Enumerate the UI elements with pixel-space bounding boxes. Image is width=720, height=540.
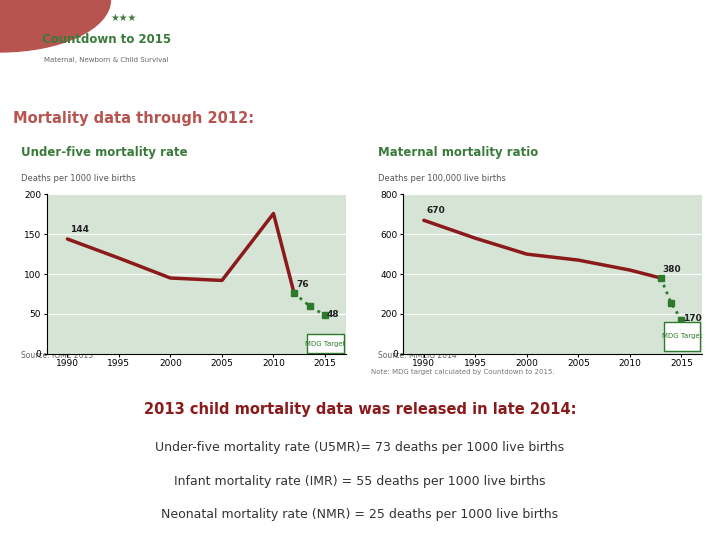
Text: 380: 380 (663, 265, 681, 274)
Text: Maternal mortality ratio: Maternal mortality ratio (378, 146, 538, 159)
FancyBboxPatch shape (307, 334, 343, 353)
Text: Under-five mortality rate: Under-five mortality rate (21, 146, 188, 159)
Text: Neonatal mortality rate (NMR) = 25 deaths per 1000 live births: Neonatal mortality rate (NMR) = 25 death… (161, 508, 559, 521)
Text: 170: 170 (683, 314, 702, 323)
Text: Mortality data through 2012:: Mortality data through 2012: (13, 111, 254, 126)
Text: Source: MMEIG 2014: Source: MMEIG 2014 (378, 351, 456, 360)
Text: ★★★: ★★★ (110, 13, 136, 23)
Text: 48: 48 (327, 310, 340, 319)
Text: 76: 76 (296, 280, 309, 289)
Wedge shape (0, 0, 110, 52)
Text: 670: 670 (427, 206, 446, 215)
Text: Source: IGME 2013: Source: IGME 2013 (21, 351, 94, 360)
FancyBboxPatch shape (664, 322, 700, 351)
Text: National progress towards: National progress towards (305, 28, 627, 48)
Text: Under-five mortality rate (U5MR)= 73 deaths per 1000 live births: Under-five mortality rate (U5MR)= 73 dea… (156, 441, 564, 454)
Text: Note: MDG target calculated by Countdown to 2015.: Note: MDG target calculated by Countdown… (371, 369, 554, 375)
Text: 144: 144 (71, 225, 89, 234)
Text: MDG Target: MDG Target (662, 333, 702, 339)
Text: 2013 child mortality data was released in late 2014:: 2013 child mortality data was released i… (144, 402, 576, 417)
Text: MDGs 4 & 5: MDGs 4 & 5 (396, 65, 536, 85)
Text: Countdown to 2015: Countdown to 2015 (42, 33, 171, 46)
Text: Deaths per 1000 live births: Deaths per 1000 live births (21, 174, 136, 183)
Text: Deaths per 100,000 live births: Deaths per 100,000 live births (378, 174, 505, 183)
Text: Maternal, Newborn & Child Survival: Maternal, Newborn & Child Survival (44, 57, 168, 63)
Text: MDG Target: MDG Target (305, 341, 346, 347)
Text: Infant mortality rate (IMR) = 55 deaths per 1000 live births: Infant mortality rate (IMR) = 55 deaths … (174, 475, 546, 488)
